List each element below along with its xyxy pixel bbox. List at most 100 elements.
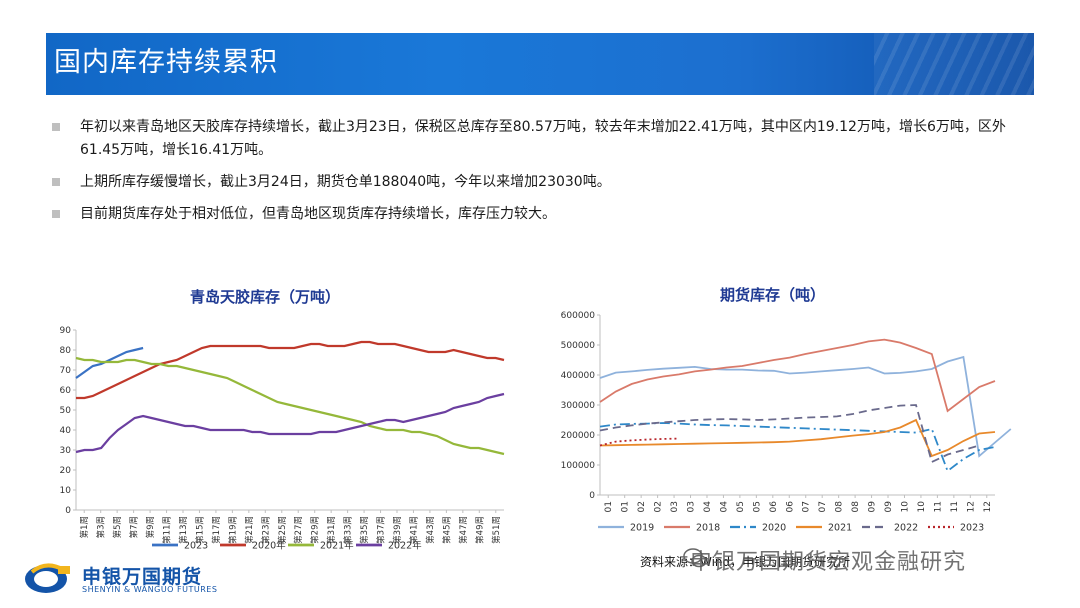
chart-title-qingdao: 青岛天胶库存（万吨） bbox=[190, 288, 341, 306]
x-tick-label: 03 bbox=[687, 501, 697, 512]
x-tick-label: 11 bbox=[933, 501, 943, 512]
x-tick-label: 第29周 bbox=[310, 516, 321, 544]
x-tick-label: 10 bbox=[900, 501, 910, 513]
series-line-2020 bbox=[599, 422, 996, 473]
watermark-text: 申银万国期货宏观金融研究 bbox=[690, 550, 967, 575]
logo-text-en: SHENYIN & WANGUO FUTURES bbox=[82, 585, 218, 594]
bullet-list: 年初以来青岛地区天胶库存持续增长，截止3月23日，保税区总库存至80.57万吨，… bbox=[50, 116, 1040, 235]
x-tick-label: 第11周 bbox=[162, 516, 173, 544]
logo-mark-icon bbox=[25, 563, 70, 593]
x-tick-label: 第39周 bbox=[392, 516, 403, 544]
y-tick-label: 400000 bbox=[561, 371, 596, 381]
y-tick-label: 30 bbox=[60, 446, 72, 456]
x-tick-label: 04 bbox=[719, 501, 729, 513]
legend-label: 2023 bbox=[184, 541, 208, 552]
bullet-text: 年初以来青岛地区天胶库存持续增长，截止3月23日，保税区总库存至80.57万吨，… bbox=[80, 119, 1006, 158]
y-tick-label: 90 bbox=[60, 326, 72, 336]
legend-label: 2019 bbox=[630, 523, 654, 534]
y-tick-label: 200000 bbox=[561, 431, 596, 441]
banner-decoration bbox=[874, 33, 1034, 95]
x-tick-label: 05 bbox=[752, 501, 762, 512]
x-tick-label: 09 bbox=[884, 501, 894, 513]
x-tick-label: 02 bbox=[637, 501, 647, 512]
x-tick-label: 第37周 bbox=[376, 516, 387, 544]
x-tick-label: 第41周 bbox=[408, 516, 419, 544]
legend-label: 2021 bbox=[828, 523, 852, 534]
y-tick-label: 20 bbox=[60, 466, 72, 476]
x-tick-label: 第35周 bbox=[359, 516, 370, 544]
y-tick-label: 100000 bbox=[561, 461, 596, 471]
x-tick-label: 第15周 bbox=[194, 516, 205, 544]
y-tick-label: 50 bbox=[60, 406, 72, 416]
x-tick-label: 第23周 bbox=[260, 516, 271, 544]
series-line-2022年 bbox=[75, 392, 505, 454]
x-tick-label: 11 bbox=[950, 501, 960, 512]
legend-label: 2023 bbox=[960, 523, 984, 534]
x-tick-label: 第3周 bbox=[96, 516, 107, 538]
x-tick-label: 09 bbox=[868, 501, 878, 513]
company-logo: 申银万国期货 SHENYIN & WANGUO FUTURES bbox=[24, 560, 254, 600]
legend-label: 2021年 bbox=[320, 540, 354, 552]
y-tick-label: 10 bbox=[60, 486, 72, 496]
x-tick-label: 06 bbox=[769, 501, 779, 513]
bullet-square-icon bbox=[52, 178, 60, 186]
x-tick-label: 第31周 bbox=[326, 516, 337, 544]
bullet-item: 目前期货库存处于相对低位，但青岛地区现货库存持续增长，库存压力较大。 bbox=[50, 203, 1040, 226]
wechat-icon bbox=[683, 548, 707, 568]
bullet-item: 年初以来青岛地区天胶库存持续增长，截止3月23日，保税区总库存至80.57万吨，… bbox=[50, 116, 1040, 162]
x-tick-label: 02 bbox=[654, 501, 664, 512]
chart-title-futures: 期货库存（吨） bbox=[720, 286, 826, 304]
legend-label: 2020 bbox=[762, 523, 786, 534]
x-tick-label: 01 bbox=[621, 501, 631, 512]
y-tick-label: 40 bbox=[60, 426, 72, 436]
page-title: 国内库存持续累积 bbox=[54, 47, 278, 78]
x-tick-label: 03 bbox=[670, 501, 680, 512]
series-line-2023 bbox=[75, 346, 144, 379]
x-tick-label: 06 bbox=[785, 501, 795, 513]
x-tick-label: 05 bbox=[736, 501, 746, 512]
series-line-2021年 bbox=[75, 356, 505, 456]
bullet-text: 上期所库存缓慢增长，截止3月24日，期货仓单188040吨，今年以来增加2303… bbox=[80, 174, 611, 190]
x-tick-label: 第27周 bbox=[293, 516, 304, 544]
y-tick-label: 300000 bbox=[561, 401, 596, 411]
x-tick-label: 第43周 bbox=[425, 516, 436, 544]
x-tick-label: 01 bbox=[604, 501, 614, 512]
x-tick-label: 第47周 bbox=[458, 516, 469, 544]
x-tick-label: 07 bbox=[802, 501, 812, 512]
x-tick-label: 第17周 bbox=[211, 516, 222, 544]
x-tick-label: 第45周 bbox=[441, 516, 452, 544]
x-tick-label: 第7周 bbox=[129, 516, 140, 538]
bullet-item: 上期所库存缓慢增长，截止3月24日，期货仓单188040吨，今年以来增加2303… bbox=[50, 171, 1040, 194]
x-tick-label: 12 bbox=[983, 501, 993, 512]
series-line-2018 bbox=[599, 338, 996, 413]
x-tick-label: 第13周 bbox=[178, 516, 189, 544]
x-tick-label: 第33周 bbox=[343, 516, 354, 544]
legend-label: 2020年 bbox=[252, 540, 286, 552]
x-tick-label: 第5周 bbox=[112, 516, 123, 538]
y-tick-label: 0 bbox=[589, 491, 595, 501]
futures-inventory-chart: 0 100000 200000 300000 400000 500000 600000 01 0… bbox=[561, 311, 1012, 534]
series-line-2019 bbox=[599, 355, 1012, 458]
x-tick-label: 12 bbox=[966, 501, 976, 512]
series-line-2022 bbox=[599, 404, 980, 464]
x-tick-label: 第1周 bbox=[79, 516, 90, 538]
y-tick-label: 70 bbox=[60, 366, 72, 376]
logo-text-cn: 申银万国期货 bbox=[82, 566, 203, 588]
legend-label: 2018 bbox=[696, 523, 720, 534]
bullet-square-icon bbox=[52, 123, 60, 131]
y-tick-label: 600000 bbox=[561, 311, 596, 321]
x-tick-label: 04 bbox=[703, 501, 713, 513]
y-tick-label: 0 bbox=[65, 506, 71, 516]
x-tick-label: 07 bbox=[818, 501, 828, 512]
x-tick-label: 08 bbox=[835, 501, 845, 513]
x-tick-label: 第25周 bbox=[277, 516, 288, 544]
y-tick-label: 60 bbox=[60, 386, 72, 396]
x-tick-label: 第19周 bbox=[227, 516, 238, 544]
y-tick-label: 80 bbox=[60, 346, 72, 356]
bullet-text: 目前期货库存处于相对低位，但青岛地区现货库存持续增长，库存压力较大。 bbox=[80, 206, 556, 222]
title-banner: 国内库存持续累积 bbox=[46, 33, 1034, 95]
x-tick-label: 第9周 bbox=[145, 516, 156, 538]
bullet-square-icon bbox=[52, 210, 60, 218]
x-tick-label: 10 bbox=[917, 501, 927, 513]
